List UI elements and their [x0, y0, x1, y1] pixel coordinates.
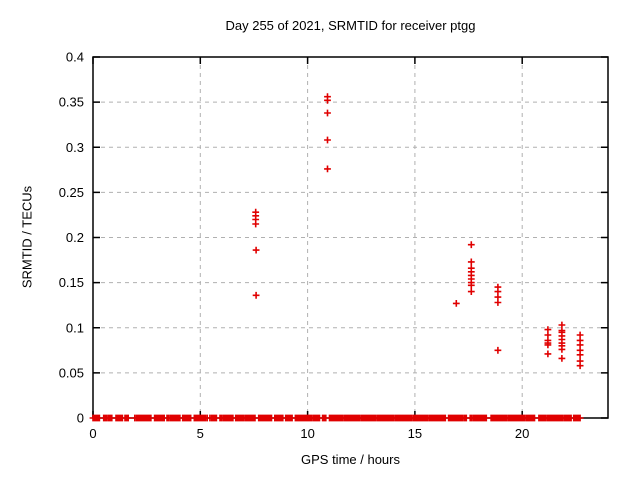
y-tick-label: 0 [77, 411, 84, 426]
data-points [252, 93, 584, 370]
y-tick-labels: 0 0.05 0.1 0.15 0.2 0.25 0.3 0.35 0.4 [59, 50, 84, 426]
x-tick-label: 15 [408, 426, 422, 441]
gridlines [93, 57, 608, 418]
y-tick-label: 0.15 [59, 275, 84, 290]
x-tick-label: 0 [89, 426, 96, 441]
y-tick-label: 0.2 [66, 230, 84, 245]
x-tick-label: 20 [515, 426, 529, 441]
y-tick-label: 0.05 [59, 365, 84, 380]
x-tick-labels: 0 5 10 15 20 [89, 426, 529, 441]
chart-title: Day 255 of 2021, SRMTID for receiver ptg… [225, 18, 476, 33]
y-tick-label: 0.4 [66, 50, 84, 65]
x-tick-label: 10 [300, 426, 314, 441]
y-tick-label: 0.1 [66, 320, 84, 335]
x-tick-label: 5 [197, 426, 204, 441]
y-tick-label: 0.35 [59, 95, 84, 110]
baseline-points [89, 414, 584, 422]
x-axis-label: GPS time / hours [301, 452, 400, 467]
y-tick-label: 0.3 [66, 140, 84, 155]
y-tick-label: 0.25 [59, 185, 84, 200]
